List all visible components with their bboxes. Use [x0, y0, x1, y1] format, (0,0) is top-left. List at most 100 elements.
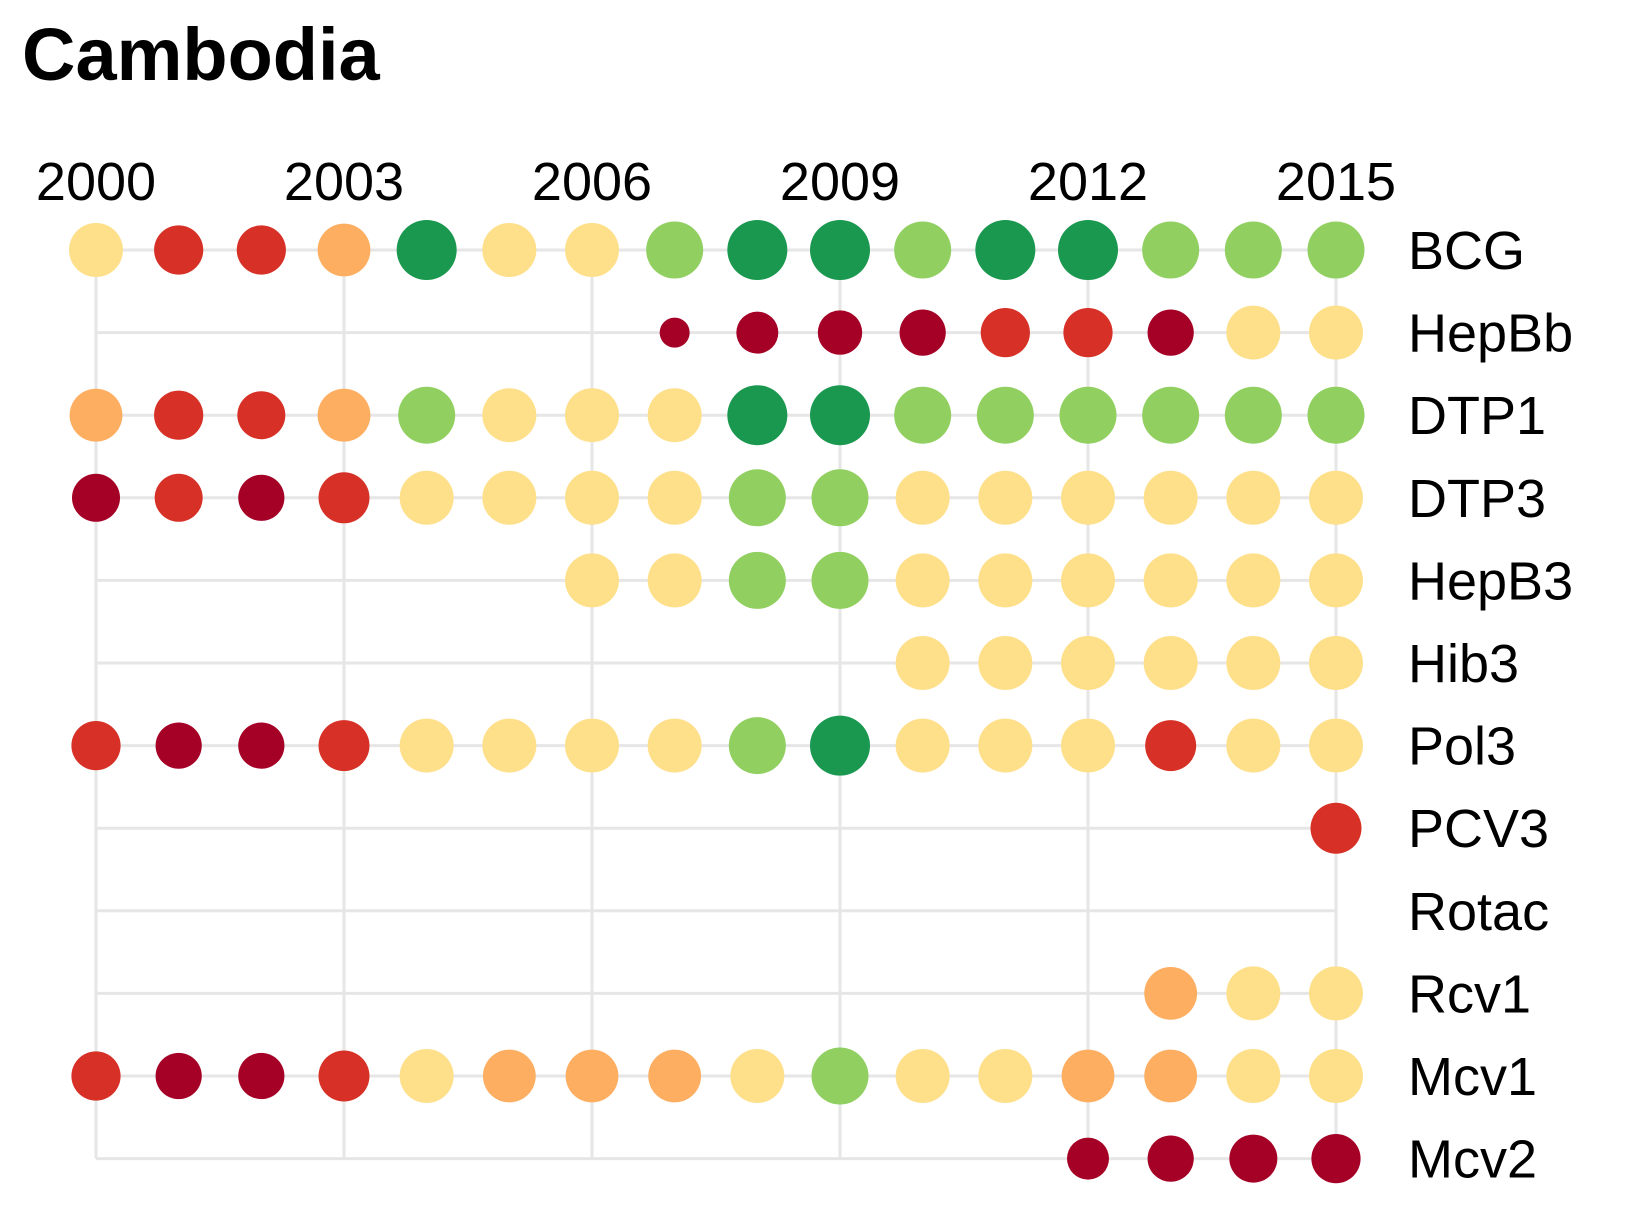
- data-point: [1058, 220, 1118, 280]
- data-point: [565, 553, 619, 608]
- data-point: [647, 718, 702, 773]
- data-point: [1142, 386, 1200, 444]
- data-point: [1145, 720, 1197, 772]
- data-point: [1226, 1049, 1281, 1103]
- data-point: [565, 388, 619, 443]
- data-point: [238, 474, 285, 521]
- data-point: [238, 1052, 285, 1100]
- data-point: [482, 1049, 536, 1103]
- data-point: [1309, 305, 1363, 360]
- data-point: [1309, 718, 1363, 773]
- row-label: Mcv2: [1408, 1130, 1537, 1190]
- data-point: [727, 385, 788, 446]
- row-label: HepB3: [1408, 551, 1573, 611]
- data-point: [1307, 386, 1365, 444]
- data-point: [1144, 1049, 1198, 1103]
- row-label: Mcv1: [1408, 1047, 1537, 1107]
- data-point: [1226, 470, 1281, 525]
- data-point: [1310, 802, 1362, 854]
- data-point: [659, 317, 690, 348]
- data-point: [155, 1052, 202, 1100]
- x-tick-label: 2000: [36, 152, 156, 212]
- x-tick-label: 2006: [532, 152, 652, 212]
- data-point: [1067, 1137, 1109, 1180]
- data-point: [155, 722, 202, 769]
- data-point: [976, 386, 1034, 444]
- data-point: [978, 718, 1033, 773]
- data-point: [978, 553, 1033, 608]
- data-point: [154, 390, 204, 440]
- data-point: [1061, 718, 1115, 773]
- x-tick-label: 2003: [284, 152, 404, 212]
- data-point: [317, 223, 371, 277]
- data-point: [1309, 966, 1363, 1021]
- data-point: [1144, 967, 1198, 1020]
- data-point: [482, 388, 537, 443]
- data-point: [727, 220, 788, 280]
- data-point: [71, 1051, 121, 1101]
- data-point: [810, 385, 870, 446]
- chart-title: Cambodia: [22, 13, 380, 96]
- row-label: BCG: [1408, 221, 1525, 281]
- data-point: [399, 470, 454, 525]
- data-point: [1309, 636, 1363, 690]
- data-point: [899, 309, 946, 356]
- data-point: [396, 220, 457, 280]
- data-point: [1224, 221, 1282, 279]
- data-point: [1226, 718, 1281, 773]
- data-point: [895, 636, 950, 690]
- data-point: [69, 388, 123, 442]
- data-point: [317, 388, 371, 442]
- data-point: [1309, 470, 1363, 525]
- data-point: [1143, 636, 1198, 690]
- x-tick-label: 2012: [1028, 152, 1148, 212]
- data-point: [1226, 636, 1281, 690]
- data-point: [736, 311, 779, 354]
- data-point: [565, 1049, 619, 1103]
- data-point: [728, 717, 786, 775]
- grid-lines: [94, 248, 1338, 1161]
- data-point: [647, 553, 702, 608]
- data-point: [398, 386, 456, 444]
- row-label: Pol3: [1408, 717, 1516, 777]
- data-point: [1061, 553, 1115, 608]
- data-point: [72, 473, 120, 522]
- data-points: [69, 220, 1365, 1184]
- x-axis-tick-labels: 2000 2003 2006 2009 2012 2015: [36, 152, 1396, 212]
- row-label: DTP3: [1408, 469, 1546, 529]
- row-label: PCV3: [1408, 799, 1549, 859]
- data-point: [1143, 553, 1198, 608]
- data-point: [811, 551, 869, 609]
- data-point: [482, 223, 537, 277]
- data-point: [978, 636, 1033, 690]
- data-point: [482, 470, 537, 525]
- data-point: [894, 221, 952, 279]
- data-point: [482, 718, 537, 773]
- data-point: [565, 470, 619, 525]
- data-point: [1063, 308, 1113, 358]
- data-point: [728, 551, 786, 609]
- data-point: [817, 310, 863, 355]
- data-point: [565, 718, 619, 773]
- data-point: [975, 220, 1036, 280]
- data-point: [895, 718, 950, 773]
- data-point: [980, 308, 1030, 358]
- data-point: [1224, 386, 1282, 444]
- data-point: [154, 225, 204, 275]
- data-point: [895, 553, 950, 608]
- x-tick-label: 2009: [780, 152, 900, 212]
- data-point: [810, 220, 870, 280]
- data-point: [647, 388, 702, 443]
- data-point: [318, 1050, 370, 1102]
- data-point: [238, 722, 285, 769]
- x-tick-label: 2015: [1276, 152, 1396, 212]
- data-point: [236, 225, 286, 275]
- data-point: [978, 1049, 1033, 1103]
- data-point: [154, 473, 203, 522]
- data-point: [1059, 386, 1117, 444]
- data-point: [894, 386, 952, 444]
- data-point: [1311, 1134, 1361, 1184]
- data-point: [399, 1049, 454, 1103]
- data-point: [1147, 1135, 1194, 1182]
- data-point: [1226, 305, 1281, 360]
